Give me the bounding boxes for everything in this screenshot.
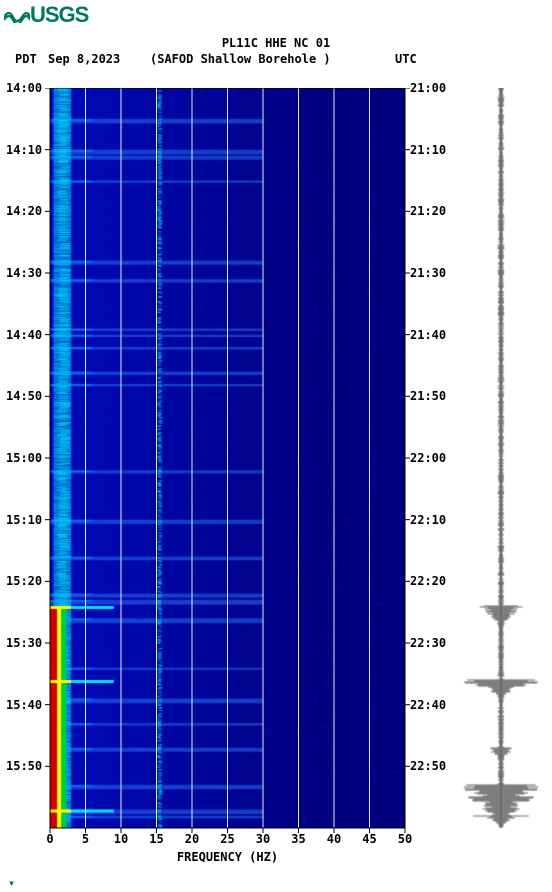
logo-text: USGS xyxy=(30,2,88,28)
spectrogram-canvas xyxy=(50,88,405,828)
y-tick-left: 15:30 xyxy=(6,636,42,650)
x-tick: 15 xyxy=(149,832,163,846)
y-tick-left: 15:10 xyxy=(6,513,42,527)
usgs-wave-icon xyxy=(4,7,30,23)
y-tick-right: 22:10 xyxy=(410,513,446,527)
plot-title: PL11C HHE NC 01 xyxy=(0,36,552,50)
y-tick-left: 15:50 xyxy=(6,759,42,773)
tz-left-label: PDT xyxy=(15,52,37,66)
y-tick-left: 14:50 xyxy=(6,389,42,403)
y-tick-right: 21:00 xyxy=(410,81,446,95)
date-label: Sep 8,2023 xyxy=(48,52,120,66)
x-axis-label: FREQUENCY (HZ) xyxy=(50,850,405,864)
y-tick-right: 21:40 xyxy=(410,328,446,342)
y-tick-left: 15:20 xyxy=(6,574,42,588)
x-tick: 50 xyxy=(398,832,412,846)
x-tick: 0 xyxy=(46,832,53,846)
y-tick-left: 14:30 xyxy=(6,266,42,280)
x-tick: 30 xyxy=(256,832,270,846)
y-tick-left: 15:40 xyxy=(6,698,42,712)
tz-right-label: UTC xyxy=(395,52,417,66)
y-tick-right: 22:30 xyxy=(410,636,446,650)
y-tick-left: 14:40 xyxy=(6,328,42,342)
y-tick-right: 22:50 xyxy=(410,759,446,773)
y-tick-right: 21:20 xyxy=(410,204,446,218)
y-tick-right: 22:40 xyxy=(410,698,446,712)
station-label: (SAFOD Shallow Borehole ) xyxy=(150,52,331,66)
y-tick-left: 15:00 xyxy=(6,451,42,465)
y-tick-right: 21:10 xyxy=(410,143,446,157)
x-tick: 10 xyxy=(114,832,128,846)
seismogram-plot xyxy=(456,88,546,828)
y-tick-left: 14:10 xyxy=(6,143,42,157)
usgs-logo: USGS xyxy=(4,2,88,28)
footer-mark: ▾ xyxy=(8,876,15,890)
x-tick: 5 xyxy=(82,832,89,846)
y-tick-right: 21:30 xyxy=(410,266,446,280)
y-axis-right-utc: 21:0021:1021:2021:3021:4021:5022:0022:10… xyxy=(410,88,452,828)
y-axis-left-pdt: 14:0014:1014:2014:3014:4014:5015:0015:10… xyxy=(6,88,48,828)
y-tick-right: 21:50 xyxy=(410,389,446,403)
x-axis-ticks: 05101520253035404550 xyxy=(50,832,405,850)
y-tick-left: 14:20 xyxy=(6,204,42,218)
seismogram-canvas xyxy=(456,88,546,828)
x-tick: 40 xyxy=(327,832,341,846)
x-tick: 20 xyxy=(185,832,199,846)
x-tick: 45 xyxy=(362,832,376,846)
y-tick-right: 22:00 xyxy=(410,451,446,465)
x-tick: 35 xyxy=(291,832,305,846)
y-tick-right: 22:20 xyxy=(410,574,446,588)
x-tick: 25 xyxy=(220,832,234,846)
spectrogram-plot xyxy=(50,88,405,828)
y-tick-left: 14:00 xyxy=(6,81,42,95)
